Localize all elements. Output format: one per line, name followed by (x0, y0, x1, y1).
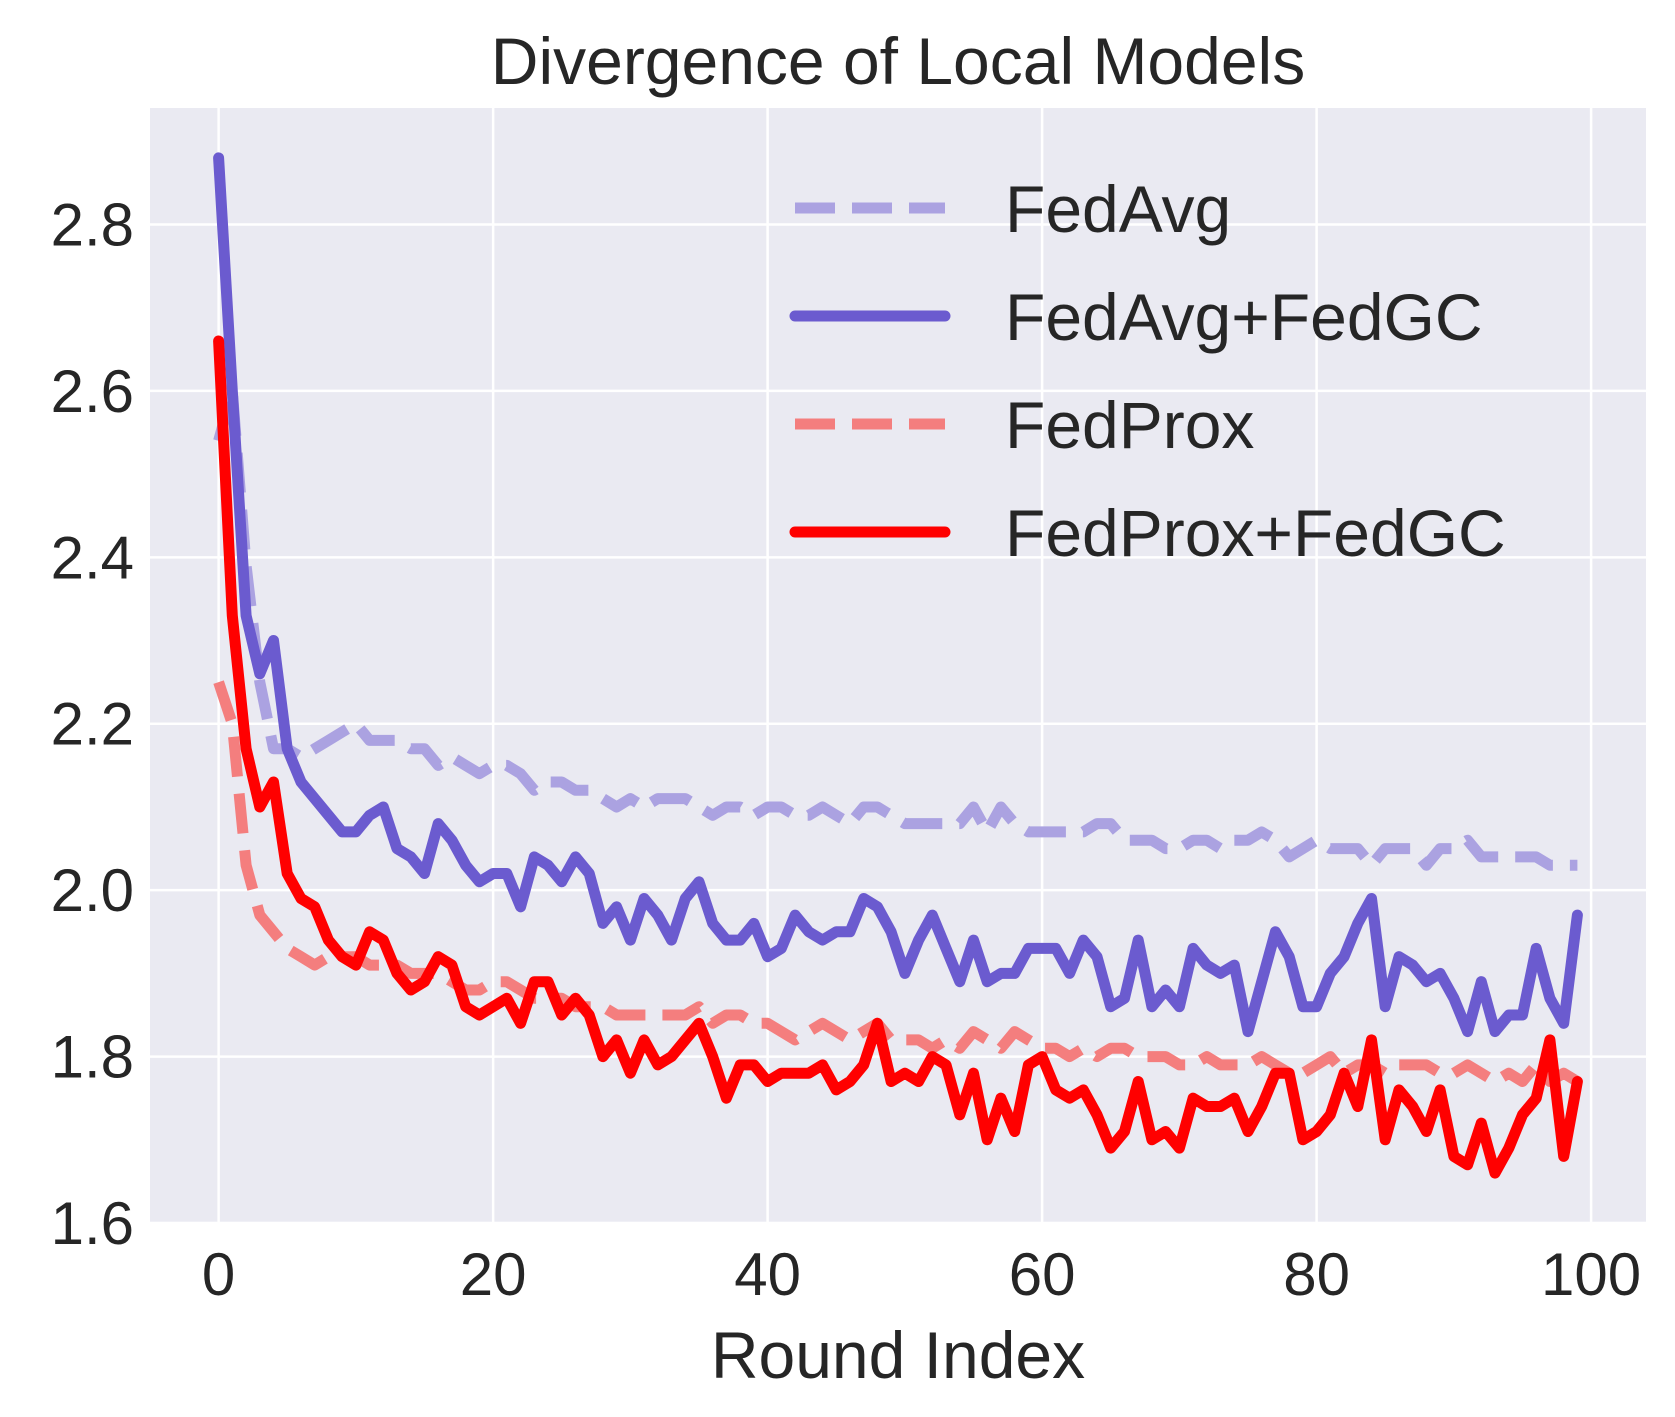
series-layer (213, 152, 1583, 1179)
x-axis-label: Round Index (711, 1318, 1085, 1392)
legend-label-fedavg: FedAvg (1005, 172, 1231, 246)
x-tick-label: 80 (1283, 1241, 1350, 1308)
y-tick-label: 2.4 (51, 524, 134, 591)
series-line-fedprox-fedgc (213, 335, 1583, 1179)
legend-label-fedprox-fedgc: FedProx+FedGC (1005, 496, 1506, 570)
y-tick-label: 2.6 (51, 358, 134, 425)
chart-title: Divergence of Local Models (491, 24, 1305, 98)
y-tick-label: 1.8 (51, 1024, 134, 1091)
y-tick-label: 2.0 (51, 857, 134, 924)
y-tick-label: 2.2 (51, 691, 134, 758)
legend-label-fedprox: FedProx (1005, 388, 1254, 462)
legend-label-fedavg-fedgc: FedAvg+FedGC (1005, 280, 1483, 354)
series-line-fedavg-fedgc (213, 152, 1583, 1038)
x-tick-label: 60 (1009, 1241, 1076, 1308)
y-tick-label: 1.6 (51, 1190, 134, 1257)
grid-lines (150, 108, 1646, 1225)
series-line-fedprox (213, 680, 1581, 1087)
x-tick-label: 40 (734, 1241, 801, 1308)
plot-background (150, 108, 1646, 1223)
series-line-fedavg (213, 385, 1578, 871)
y-tick-labels: 1.6 1.8 2.0 2.2 2.4 2.6 2.8 (51, 191, 134, 1257)
x-tick-label: 100 (1541, 1241, 1641, 1308)
x-tick-label: 20 (460, 1241, 527, 1308)
x-tick-labels: 0 20 40 60 80 100 (202, 1241, 1641, 1308)
x-tick-label: 0 (202, 1241, 235, 1308)
y-tick-label: 2.8 (51, 191, 134, 258)
legend: FedAvg FedAvg+FedGC FedProx FedProx+FedGC (789, 172, 1506, 570)
